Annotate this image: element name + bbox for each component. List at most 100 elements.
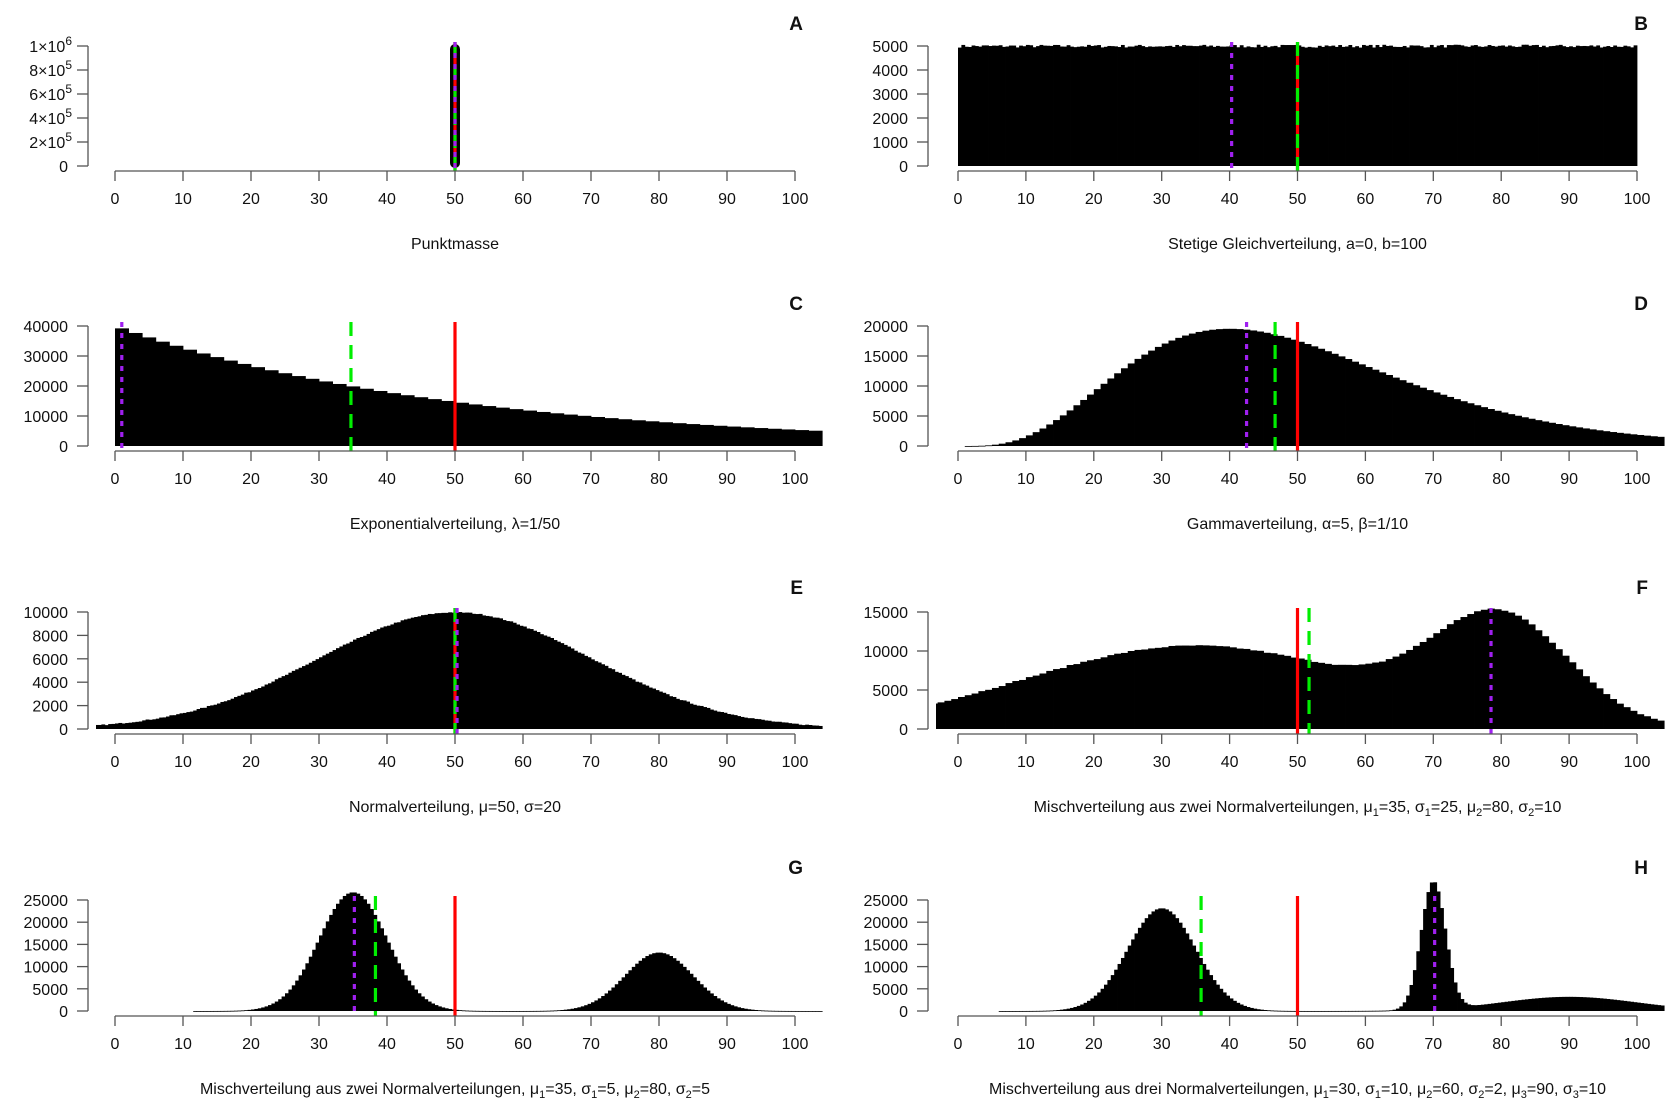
bar — [336, 648, 340, 729]
bar — [747, 1009, 752, 1011]
bar — [1324, 663, 1332, 729]
x-tick-label: 70 — [582, 471, 600, 488]
bar — [499, 1010, 503, 1012]
bar — [251, 690, 255, 729]
bar — [1324, 351, 1332, 446]
bar — [397, 963, 401, 1011]
y-tick-label: 5000 — [32, 982, 68, 999]
bar — [958, 696, 966, 729]
bar — [1175, 337, 1183, 446]
bar — [472, 613, 476, 729]
bar — [805, 1010, 809, 1012]
bar — [1416, 951, 1421, 1011]
x-tick-label: 100 — [782, 471, 809, 488]
bar — [1185, 45, 1190, 167]
x-tick-label: 90 — [1560, 191, 1578, 208]
bar — [247, 1009, 252, 1011]
bar — [387, 625, 391, 729]
bar — [281, 996, 286, 1011]
x-tick-label: 10 — [174, 754, 192, 771]
x-tick-label: 80 — [650, 191, 668, 208]
bar — [268, 1005, 272, 1011]
bar — [625, 973, 629, 1011]
bar — [274, 679, 279, 729]
bar — [1480, 46, 1485, 166]
bar — [1100, 383, 1108, 446]
bar — [1087, 394, 1095, 446]
bar — [1514, 47, 1519, 166]
bar — [1195, 46, 1200, 166]
bar — [1440, 908, 1444, 1011]
bar — [1355, 1010, 1360, 1012]
bar — [1582, 45, 1587, 167]
bar — [706, 707, 711, 729]
bar — [659, 691, 663, 729]
bar — [512, 1010, 517, 1012]
bar — [1175, 44, 1180, 166]
bar — [540, 634, 544, 729]
bar — [1059, 46, 1064, 166]
bar — [988, 46, 993, 166]
bar — [1446, 396, 1455, 446]
x-tick-label: 20 — [1085, 1036, 1103, 1053]
bar — [492, 1010, 497, 1012]
bar — [230, 1010, 235, 1012]
bar — [774, 721, 779, 729]
bar — [958, 47, 962, 166]
panel-e: 0 2000 4000 6000 8000 10000 0 10 20 30 40 50 60 70 80 9… — [24, 578, 823, 816]
bar — [801, 1010, 806, 1012]
bar — [1324, 1010, 1329, 1012]
x-axis-title: Gammaverteilung, α=5, β=1/10 — [1187, 516, 1408, 533]
y-tick-label: 5000 — [872, 982, 908, 999]
bar — [499, 618, 503, 729]
bar — [295, 669, 299, 729]
bar — [495, 617, 500, 729]
bar — [1443, 928, 1448, 1011]
bar — [1229, 998, 1234, 1011]
bar — [421, 996, 425, 1011]
bar — [1375, 44, 1380, 166]
bar — [1229, 647, 1237, 729]
bar — [1521, 417, 1529, 446]
bar — [652, 953, 656, 1011]
y-tick-label: 30000 — [24, 349, 69, 366]
x-tick-label: 60 — [514, 191, 532, 208]
bar — [686, 701, 690, 729]
bar — [1222, 992, 1227, 1011]
bar — [257, 687, 262, 729]
bar — [523, 410, 537, 446]
bar — [1555, 424, 1563, 446]
bar — [570, 648, 575, 729]
bar — [346, 643, 350, 729]
bar — [1311, 47, 1315, 166]
bar — [747, 718, 752, 729]
bar — [230, 698, 235, 729]
bar — [1161, 46, 1166, 167]
bar — [1565, 47, 1570, 166]
bar — [1545, 997, 1550, 1011]
bar — [1378, 661, 1387, 729]
bar — [353, 639, 357, 729]
bar — [400, 969, 405, 1011]
bar — [1440, 394, 1448, 446]
bar — [210, 357, 225, 446]
bar — [1385, 374, 1393, 446]
bar — [417, 616, 422, 729]
bar — [1270, 334, 1278, 446]
bar — [319, 657, 323, 729]
y-tick-label: 0 — [899, 159, 908, 176]
bar — [1046, 424, 1054, 446]
bar — [1341, 46, 1346, 166]
bar — [1256, 44, 1261, 166]
bar — [761, 1010, 765, 1012]
bar — [390, 949, 395, 1011]
bar — [1314, 47, 1319, 166]
bar — [1494, 609, 1502, 729]
y-tick-label: 20000 — [24, 379, 69, 396]
bar — [1474, 611, 1482, 729]
bar — [183, 349, 197, 446]
bar — [604, 665, 609, 729]
bar — [727, 713, 731, 729]
bar — [1616, 432, 1624, 446]
bar — [998, 45, 1003, 167]
